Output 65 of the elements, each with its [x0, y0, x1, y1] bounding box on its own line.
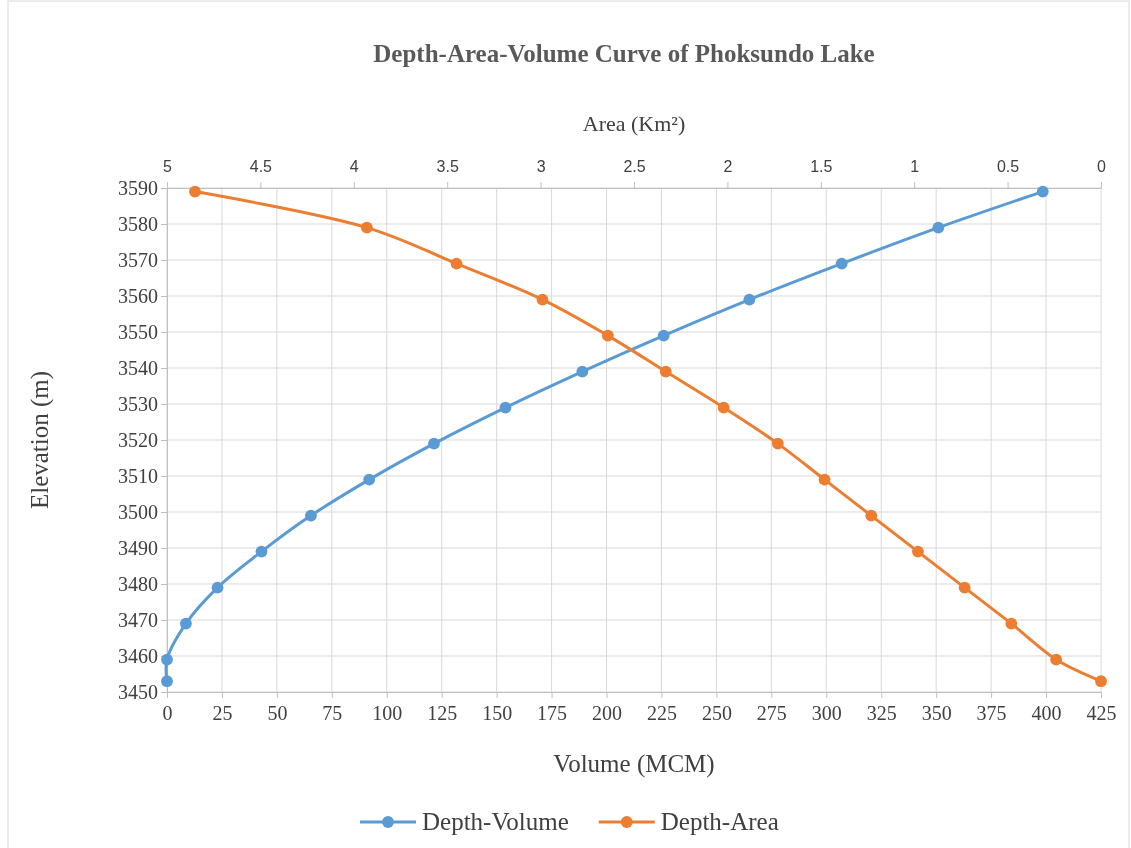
x-tick-label: 125 [427, 702, 458, 725]
y-tick-label: 3510 [118, 464, 158, 487]
x-tick-label: 25 [212, 702, 233, 725]
y-tick-label: 3560 [118, 284, 158, 307]
x-tick-label: 100 [372, 702, 403, 725]
x2-tick-label: 4 [349, 158, 359, 175]
x2-tick-label: 3 [536, 158, 546, 175]
x-tick-label: 175 [537, 702, 568, 725]
y-axis-title: Elevation (m) [26, 370, 54, 510]
legend-label: Depth-Area [660, 808, 779, 835]
x-tick-label: 50 [267, 702, 288, 725]
y-tick-label: 3490 [118, 536, 158, 559]
point [1036, 185, 1049, 198]
point [161, 653, 173, 666]
x2-tick-label: 0.5 [996, 158, 1020, 175]
y-tick-label: 3570 [118, 248, 158, 271]
x2-tick-label: 0 [1097, 158, 1107, 175]
y-tick-label: 3520 [118, 428, 158, 451]
x2-tick-label: 2 [723, 158, 733, 175]
x2-tick-label: 2.5 [623, 158, 646, 175]
x-tick-label: 300 [811, 702, 842, 725]
point [499, 401, 512, 414]
x2-tick-label: 4.5 [249, 158, 273, 175]
x-tick-label: 0 [162, 702, 173, 725]
point [363, 473, 376, 486]
y-tick-label: 3590 [118, 176, 158, 199]
point [179, 617, 192, 630]
x-tick-label: 250 [701, 702, 732, 725]
point [211, 581, 224, 594]
x-tick-label: 75 [322, 702, 343, 725]
x-tick-label: 275 [756, 702, 787, 725]
x-tick-label: 400 [1031, 702, 1062, 725]
chart-title: Depth-Area-Volume Curve of Phoksundo Lake [373, 40, 875, 67]
point [428, 437, 440, 450]
x-tick-label: 225 [646, 702, 677, 725]
point [657, 329, 670, 342]
x2-axis-title: Area (Km²) [582, 111, 686, 136]
y-tick-label: 3470 [118, 608, 158, 631]
y-tick-label: 3530 [118, 392, 158, 415]
point [161, 675, 173, 688]
x-tick-label: 425 [1086, 702, 1117, 725]
y-tick-label: 3580 [118, 212, 158, 235]
legend-label: Depth-Volume [422, 808, 569, 835]
y-tick-label: 3450 [118, 680, 158, 703]
y-tick-label: 3500 [118, 500, 158, 523]
x-tick-label: 350 [921, 702, 952, 725]
y-tick-label: 3460 [118, 644, 158, 667]
y-tick-label: 3480 [118, 572, 158, 595]
x2-tick-label: 1.5 [810, 158, 833, 175]
x-tick-label: 150 [482, 702, 513, 725]
x-tick-label: 375 [976, 702, 1007, 725]
x-tick-label: 325 [866, 702, 897, 725]
point [305, 509, 317, 522]
x2-tick-label: 5 [163, 158, 173, 175]
point [932, 221, 945, 234]
point [743, 293, 756, 306]
x-axis-title: Volume (MCM) [553, 750, 715, 778]
y-tick-label: 3540 [118, 356, 158, 379]
x2-tick-label: 1 [910, 158, 920, 175]
point [835, 257, 848, 270]
y-tick-label: 3550 [118, 320, 158, 343]
x2-tick-label: 3.5 [436, 158, 459, 175]
x-tick-label: 200 [592, 702, 623, 725]
point [255, 545, 268, 558]
point [576, 365, 589, 378]
